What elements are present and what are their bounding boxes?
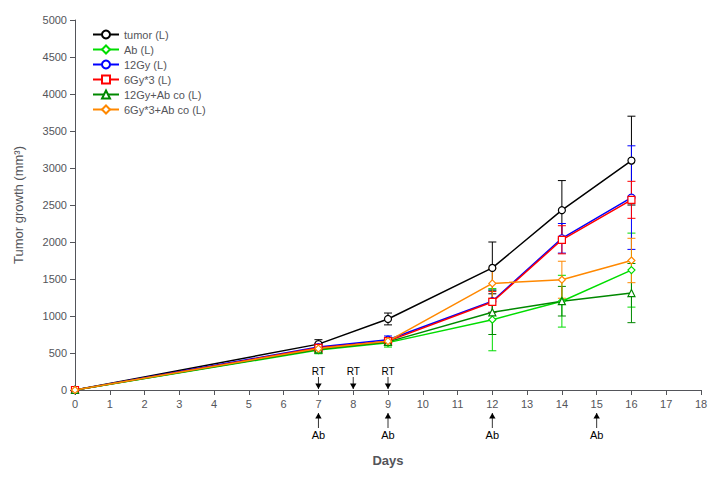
svg-text:500: 500 — [49, 347, 67, 359]
svg-text:tumor (L): tumor (L) — [124, 29, 169, 41]
svg-text:15: 15 — [591, 398, 603, 410]
svg-text:6Gy*3+Ab co (L): 6Gy*3+Ab co (L) — [124, 104, 206, 116]
svg-text:1: 1 — [107, 398, 113, 410]
svg-text:RT: RT — [347, 366, 360, 377]
svg-text:9: 9 — [385, 398, 391, 410]
svg-text:RT: RT — [312, 366, 325, 377]
svg-text:12: 12 — [486, 398, 498, 410]
svg-text:4500: 4500 — [43, 51, 67, 63]
svg-text:12Gy+Ab co (L): 12Gy+Ab co (L) — [124, 89, 201, 101]
svg-text:13: 13 — [521, 398, 533, 410]
svg-text:4000: 4000 — [43, 88, 67, 100]
svg-text:RT: RT — [381, 366, 394, 377]
svg-text:10: 10 — [417, 398, 429, 410]
svg-text:2000: 2000 — [43, 236, 67, 248]
svg-text:1000: 1000 — [43, 310, 67, 322]
svg-text:2: 2 — [141, 398, 147, 410]
svg-text:Tumor growth (mm³): Tumor growth (mm³) — [11, 146, 26, 264]
svg-text:5: 5 — [246, 398, 252, 410]
svg-text:0: 0 — [72, 398, 78, 410]
svg-text:Ab (L): Ab (L) — [124, 44, 154, 56]
svg-text:6Gy*3 (L): 6Gy*3 (L) — [124, 74, 171, 86]
svg-text:1500: 1500 — [43, 273, 67, 285]
svg-text:Ab: Ab — [381, 429, 394, 441]
svg-text:6: 6 — [281, 398, 287, 410]
svg-text:14: 14 — [556, 398, 568, 410]
svg-text:5000: 5000 — [43, 14, 67, 26]
svg-text:Ab: Ab — [486, 429, 499, 441]
svg-text:Days: Days — [372, 453, 403, 468]
svg-text:7: 7 — [315, 398, 321, 410]
svg-text:Ab: Ab — [590, 429, 603, 441]
svg-text:3500: 3500 — [43, 125, 67, 137]
svg-text:12Gy (L): 12Gy (L) — [124, 59, 167, 71]
svg-text:3000: 3000 — [43, 162, 67, 174]
svg-text:0: 0 — [61, 384, 67, 396]
svg-text:11: 11 — [452, 398, 463, 410]
svg-text:Ab: Ab — [312, 429, 325, 441]
svg-text:3: 3 — [176, 398, 182, 410]
svg-text:16: 16 — [625, 398, 637, 410]
svg-text:4: 4 — [211, 398, 217, 410]
svg-text:8: 8 — [350, 398, 356, 410]
svg-text:18: 18 — [695, 398, 707, 410]
svg-text:17: 17 — [660, 398, 672, 410]
svg-text:2500: 2500 — [43, 199, 67, 211]
